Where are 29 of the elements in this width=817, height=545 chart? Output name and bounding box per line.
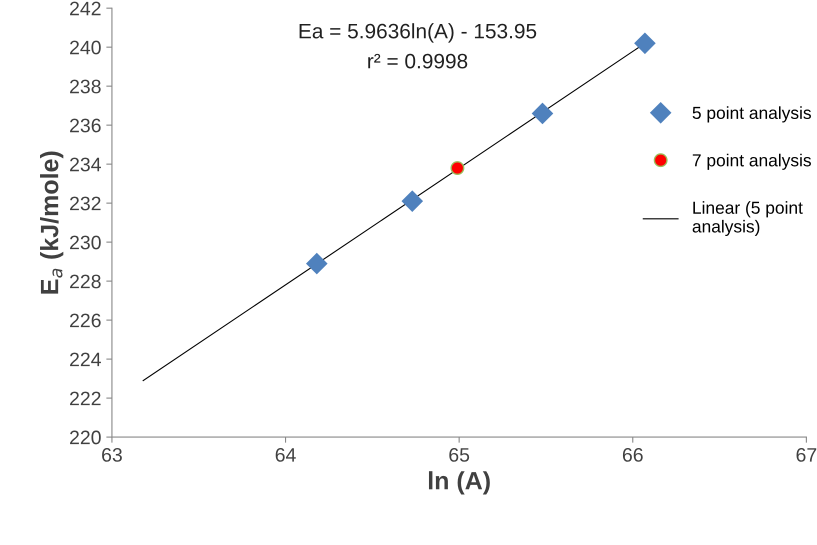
y-tick-label: 240 <box>70 40 101 54</box>
x-tick-label: 63 <box>102 448 122 462</box>
annotation: r² = 0.9998 <box>368 54 468 69</box>
y-tick-label: 226 <box>70 314 101 328</box>
x-tick-label: 64 <box>276 448 296 462</box>
point <box>634 32 656 54</box>
y-tick-label: 230 <box>70 236 101 250</box>
y-tick-label: 236 <box>70 118 101 132</box>
y-tick-label: 222 <box>70 392 101 406</box>
annotation: Ea = 5.9636ln(A) - 153.95 <box>300 23 536 43</box>
y-tick-label: 242 <box>70 2 101 16</box>
y-tick-label: 228 <box>70 274 101 288</box>
point <box>532 102 554 124</box>
point <box>450 161 464 175</box>
y-tick-label: 232 <box>70 196 101 210</box>
x-tick-label: 66 <box>622 448 643 462</box>
legend-label: Linear (5 point analysis) <box>692 201 803 236</box>
y-axis-title: E$_{a}$ (kJ/mole) <box>40 151 64 294</box>
x-tick-label: 65 <box>449 448 470 462</box>
y-tick-label: 224 <box>70 352 101 366</box>
legend-label: 7 point analysis <box>692 154 811 170</box>
point <box>306 253 328 274</box>
y-tick-label: 220 <box>70 430 101 444</box>
y-tick-label: 234 <box>70 158 101 172</box>
y-tick-label: 238 <box>70 80 101 94</box>
legend-label: 5 point analysis <box>692 106 811 122</box>
x-tick-label: 67 <box>796 448 816 462</box>
point <box>402 190 423 212</box>
x-axis-title: ln (A) <box>428 471 490 494</box>
